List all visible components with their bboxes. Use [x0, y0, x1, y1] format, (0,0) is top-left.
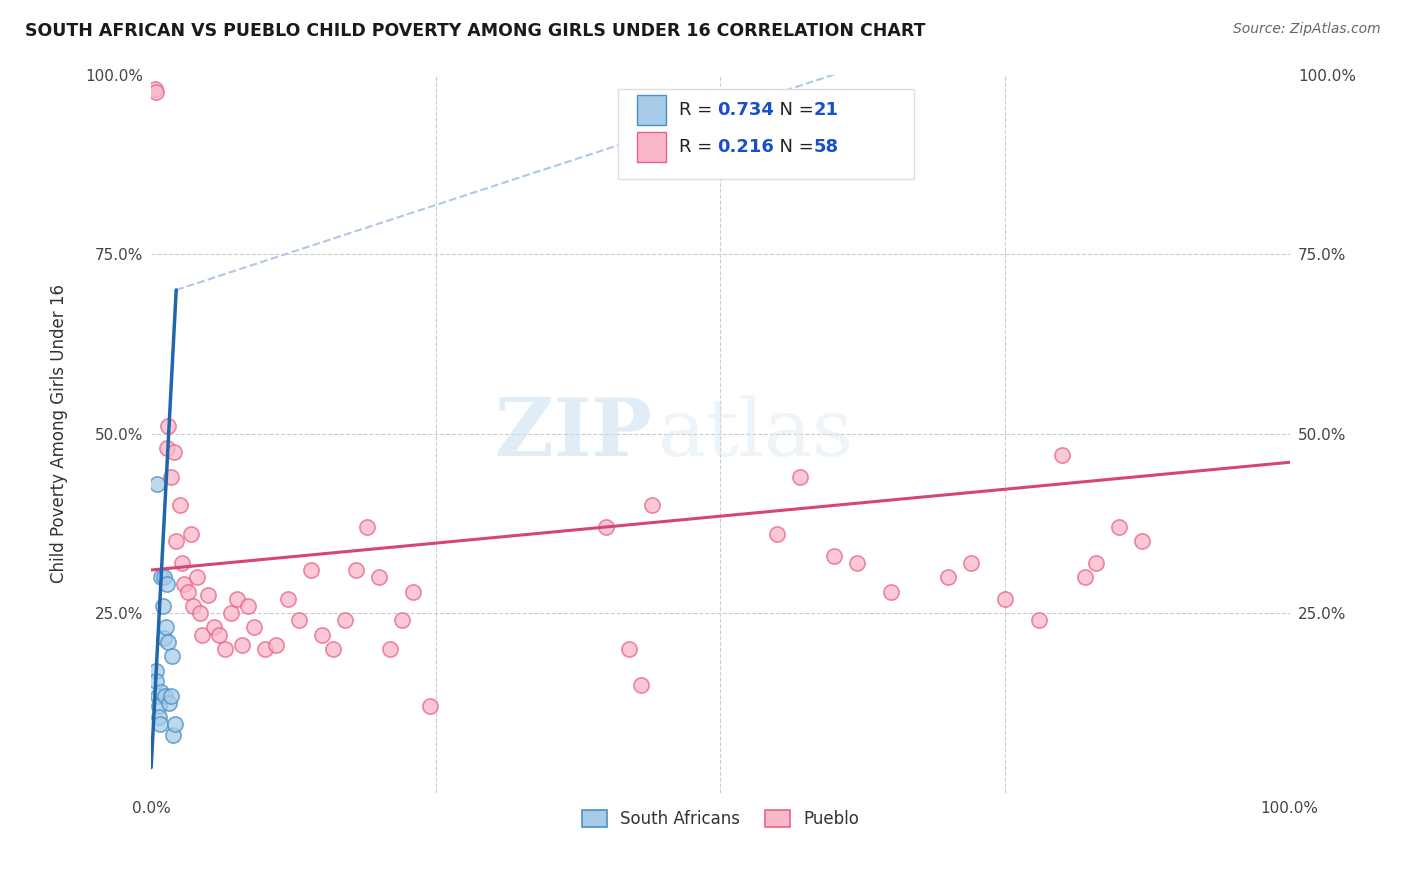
Point	[1028, 613, 1050, 627]
Point	[236, 599, 259, 613]
Text: R =: R =	[679, 101, 718, 119]
Point	[157, 696, 180, 710]
Point	[162, 728, 184, 742]
Point	[156, 441, 179, 455]
Point	[845, 556, 868, 570]
Point	[145, 86, 167, 100]
Point	[176, 584, 198, 599]
Text: 0.734: 0.734	[717, 101, 773, 119]
Point	[181, 599, 204, 613]
Point	[266, 639, 288, 653]
Point	[402, 584, 425, 599]
Point	[823, 549, 845, 563]
Point	[630, 678, 652, 692]
Point	[146, 476, 169, 491]
Point	[152, 599, 174, 613]
Point	[619, 642, 641, 657]
FancyBboxPatch shape	[637, 95, 665, 125]
Text: R =: R =	[679, 138, 718, 156]
Point	[766, 527, 789, 541]
Point	[146, 689, 169, 703]
Point	[994, 591, 1017, 606]
Point	[148, 699, 170, 714]
Point	[202, 620, 225, 634]
Point	[191, 628, 214, 642]
Point	[150, 570, 173, 584]
Point	[152, 632, 174, 646]
Point	[380, 642, 402, 657]
Legend: South Africans, Pueblo: South Africans, Pueblo	[575, 803, 866, 835]
Point	[219, 606, 242, 620]
Point	[936, 570, 959, 584]
Text: 21: 21	[814, 101, 839, 119]
Y-axis label: Child Poverty Among Girls Under 16: Child Poverty Among Girls Under 16	[51, 284, 67, 583]
Point	[150, 685, 173, 699]
Point	[152, 570, 174, 584]
Point	[299, 563, 322, 577]
Point	[143, 82, 166, 96]
Point	[165, 717, 187, 731]
Point	[197, 588, 219, 602]
Point	[170, 556, 193, 570]
Text: N =: N =	[768, 138, 820, 156]
Point	[153, 689, 176, 703]
Point	[155, 620, 177, 634]
Point	[208, 628, 231, 642]
Point	[789, 469, 811, 483]
Point	[1073, 570, 1095, 584]
Point	[159, 689, 181, 703]
Point	[242, 620, 264, 634]
Point	[225, 591, 247, 606]
Point	[214, 642, 236, 657]
Point	[641, 499, 664, 513]
Text: Source: ZipAtlas.com: Source: ZipAtlas.com	[1233, 22, 1381, 37]
Point	[595, 520, 617, 534]
Point	[959, 556, 981, 570]
Point	[180, 527, 202, 541]
Point	[1130, 534, 1153, 549]
Point	[169, 499, 191, 513]
Text: N =: N =	[768, 101, 820, 119]
Point	[1085, 556, 1108, 570]
Point	[186, 570, 208, 584]
Text: ZIP: ZIP	[495, 394, 652, 473]
Text: 0.216: 0.216	[717, 138, 773, 156]
Point	[160, 649, 183, 664]
Text: 58: 58	[814, 138, 839, 156]
Point	[145, 674, 167, 689]
Point	[344, 563, 367, 577]
Point	[322, 642, 344, 657]
Point	[157, 419, 180, 434]
Text: atlas: atlas	[658, 394, 853, 473]
Point	[159, 469, 181, 483]
Point	[1108, 520, 1130, 534]
Point	[157, 635, 180, 649]
Point	[145, 664, 167, 678]
Point	[149, 717, 172, 731]
Point	[165, 534, 187, 549]
Text: SOUTH AFRICAN VS PUEBLO CHILD POVERTY AMONG GIRLS UNDER 16 CORRELATION CHART: SOUTH AFRICAN VS PUEBLO CHILD POVERTY AM…	[25, 22, 925, 40]
FancyBboxPatch shape	[617, 89, 914, 178]
Point	[391, 613, 413, 627]
Point	[367, 570, 389, 584]
Point	[173, 577, 195, 591]
Point	[311, 628, 333, 642]
Point	[1050, 448, 1073, 462]
Point	[333, 613, 356, 627]
Point	[419, 699, 441, 714]
Point	[356, 520, 378, 534]
FancyBboxPatch shape	[637, 132, 665, 162]
Point	[277, 591, 299, 606]
Point	[880, 584, 903, 599]
Point	[253, 642, 276, 657]
Point	[156, 577, 179, 591]
Point	[288, 613, 311, 627]
Point	[231, 639, 253, 653]
Point	[163, 444, 186, 458]
Point	[188, 606, 211, 620]
Point	[148, 710, 170, 724]
